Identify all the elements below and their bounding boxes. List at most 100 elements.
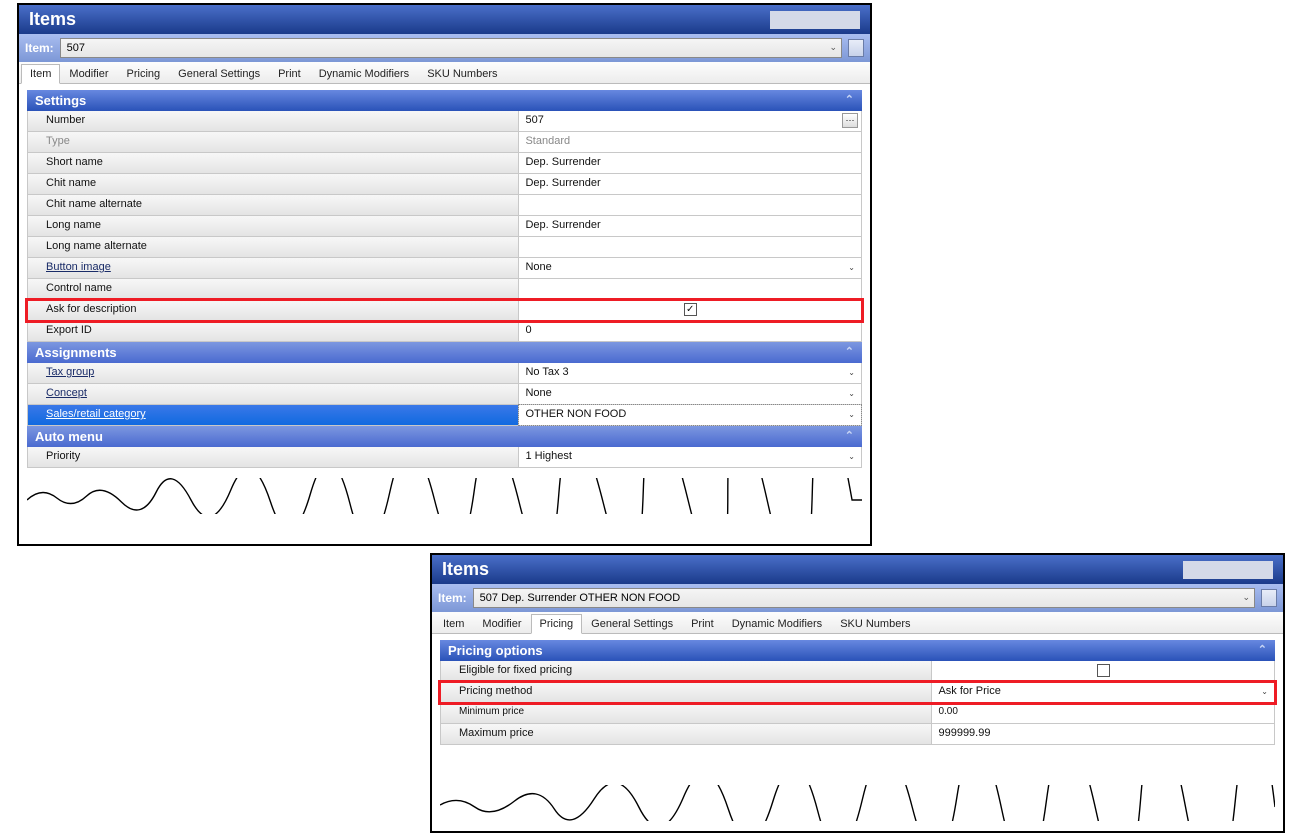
tab-sku-numbers[interactable]: SKU Numbers: [831, 614, 919, 633]
label-export-id: Export ID: [28, 321, 519, 341]
row-priority[interactable]: Priority 1 Highest ⌄: [27, 447, 862, 468]
title-bar: Items: [19, 5, 870, 34]
tab-dynamic-modifiers[interactable]: Dynamic Modifiers: [723, 614, 831, 633]
row-chit-name-alt[interactable]: Chit name alternate: [27, 195, 862, 216]
tab-general-settings[interactable]: General Settings: [582, 614, 682, 633]
value-control-name[interactable]: [519, 279, 861, 299]
item-toolbar-button[interactable]: [1261, 589, 1277, 607]
value-sales-retail-category[interactable]: OTHER NON FOOD ⌄: [518, 404, 862, 426]
value-export-id[interactable]: 0: [519, 321, 861, 341]
checkbox-eligible-fixed-pricing[interactable]: [1097, 664, 1110, 677]
section-title: Pricing options: [448, 643, 543, 658]
value-priority[interactable]: 1 Highest ⌄: [519, 447, 861, 467]
label-maximum-price: Maximum price: [441, 724, 932, 744]
item-toolbar-button[interactable]: [848, 39, 864, 57]
row-control-name[interactable]: Control name: [27, 279, 862, 300]
section-header-settings[interactable]: Settings ⌃: [27, 90, 862, 111]
row-maximum-price[interactable]: Maximum price 999999.99: [440, 724, 1275, 745]
label-long-name: Long name: [28, 216, 519, 236]
row-eligible-fixed-pricing[interactable]: Eligible for fixed pricing: [440, 661, 1275, 682]
tab-print[interactable]: Print: [269, 64, 310, 83]
row-button-image[interactable]: Button image None ⌄: [27, 258, 862, 279]
value-number[interactable]: 507 ⋯: [519, 111, 861, 131]
tab-pricing[interactable]: Pricing: [531, 614, 583, 634]
value-short-name[interactable]: Dep. Surrender: [519, 153, 861, 173]
section-header-auto-menu[interactable]: Auto menu ⌃: [27, 426, 862, 447]
tab-dynamic-modifiers[interactable]: Dynamic Modifiers: [310, 64, 418, 83]
title-bar: Items: [432, 555, 1283, 584]
label-ask-for-description: Ask for description: [28, 300, 519, 320]
item-selector-bar: Item: 507 ⌄: [19, 34, 870, 62]
section-title: Auto menu: [35, 429, 103, 444]
title-bar-control: [770, 11, 860, 29]
row-number[interactable]: Number 507 ⋯: [27, 111, 862, 132]
row-pricing-method[interactable]: Pricing method Ask for Price ⌄: [440, 682, 1275, 703]
row-ask-for-description[interactable]: Ask for description ✓: [27, 300, 862, 321]
value-long-name-alt[interactable]: [519, 237, 861, 257]
label-priority: Priority: [28, 447, 519, 467]
chevron-down-icon: ⌄: [848, 368, 855, 377]
tab-modifier[interactable]: Modifier: [473, 614, 530, 633]
checkbox-ask-for-description[interactable]: ✓: [684, 303, 697, 316]
value-concept[interactable]: None ⌄: [519, 384, 861, 404]
tab-modifier[interactable]: Modifier: [60, 64, 117, 83]
item-combo[interactable]: 507 Dep. Surrender OTHER NON FOOD ⌄: [473, 588, 1255, 608]
value-pricing-method[interactable]: Ask for Price ⌄: [932, 682, 1274, 702]
label-concept[interactable]: Concept: [28, 384, 519, 404]
label-eligible-fixed-pricing: Eligible for fixed pricing: [441, 661, 932, 681]
tab-pricing[interactable]: Pricing: [118, 64, 170, 83]
label-pricing-method: Pricing method: [441, 682, 932, 702]
value-eligible-fixed-pricing[interactable]: [932, 661, 1274, 681]
chevron-down-icon: ⌄: [848, 389, 855, 398]
chevron-down-icon: ⌄: [848, 410, 855, 419]
label-button-image[interactable]: Button image: [28, 258, 519, 278]
tab-item[interactable]: Item: [21, 64, 60, 84]
section-header-pricing-options[interactable]: Pricing options ⌃: [440, 640, 1275, 661]
value-long-name[interactable]: Dep. Surrender: [519, 216, 861, 236]
row-sales-retail-category[interactable]: Sales/retail category OTHER NON FOOD ⌄: [27, 405, 862, 426]
row-long-name-alt[interactable]: Long name alternate: [27, 237, 862, 258]
torn-edge: [440, 785, 1275, 821]
value-button-image[interactable]: None ⌄: [519, 258, 861, 278]
value-chit-name-alt[interactable]: [519, 195, 861, 215]
value-tax-group[interactable]: No Tax 3 ⌄: [519, 363, 861, 383]
window-title: Items: [442, 559, 489, 580]
tab-sku-numbers[interactable]: SKU Numbers: [418, 64, 506, 83]
tab-strip: Item Modifier Pricing General Settings P…: [19, 62, 870, 84]
chevron-down-icon: ⌄: [1261, 687, 1268, 696]
row-long-name[interactable]: Long name Dep. Surrender: [27, 216, 862, 237]
chevron-down-icon: ⌄: [848, 263, 855, 272]
label-tax-group[interactable]: Tax group: [28, 363, 519, 383]
label-type: Type: [28, 132, 519, 152]
window-title: Items: [29, 9, 76, 30]
value-minimum-price[interactable]: 0.00: [932, 703, 1274, 723]
label-chit-name: Chit name: [28, 174, 519, 194]
section-header-assignments[interactable]: Assignments ⌃: [27, 342, 862, 363]
value-chit-name[interactable]: Dep. Surrender: [519, 174, 861, 194]
row-short-name[interactable]: Short name Dep. Surrender: [27, 153, 862, 174]
row-type: Type Standard: [27, 132, 862, 153]
item-label: Item:: [438, 591, 467, 605]
label-sales-retail-category[interactable]: Sales/retail category: [28, 405, 519, 425]
row-tax-group[interactable]: Tax group No Tax 3 ⌄: [27, 363, 862, 384]
collapse-icon: ⌃: [845, 93, 854, 106]
chevron-down-icon: ⌄: [848, 452, 855, 461]
row-minimum-price[interactable]: Minimum price 0.00: [440, 703, 1275, 724]
tab-item[interactable]: Item: [434, 614, 473, 633]
torn-edge: [27, 478, 862, 514]
tab-general-settings[interactable]: General Settings: [169, 64, 269, 83]
item-combo-value: 507: [67, 42, 85, 54]
section-title: Settings: [35, 93, 86, 108]
ellipsis-button[interactable]: ⋯: [842, 113, 858, 128]
item-label: Item:: [25, 41, 54, 55]
value-ask-for-description[interactable]: ✓: [519, 300, 861, 320]
tab-content: Settings ⌃ Number 507 ⋯ Type Standard Sh…: [19, 84, 870, 520]
row-export-id[interactable]: Export ID 0: [27, 321, 862, 342]
row-concept[interactable]: Concept None ⌄: [27, 384, 862, 405]
value-type: Standard: [519, 132, 861, 152]
item-combo[interactable]: 507 ⌄: [60, 38, 842, 58]
value-maximum-price[interactable]: 999999.99: [932, 724, 1274, 744]
row-chit-name[interactable]: Chit name Dep. Surrender: [27, 174, 862, 195]
tab-print[interactable]: Print: [682, 614, 723, 633]
label-minimum-price: Minimum price: [441, 703, 932, 723]
